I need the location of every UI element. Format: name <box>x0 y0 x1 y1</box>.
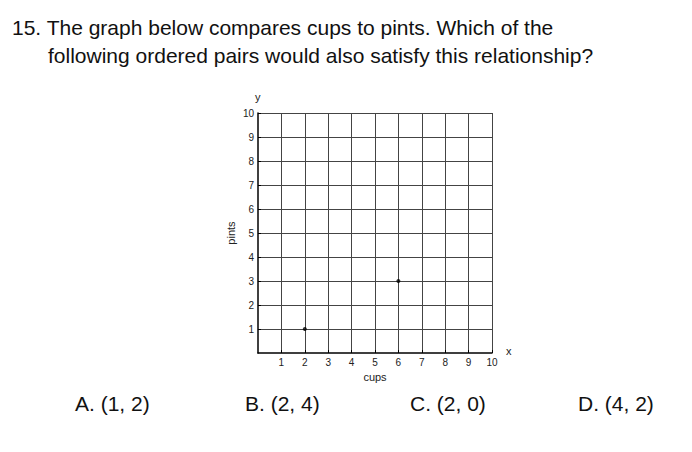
html-text:following ordered pairs would: following ordered pairs would also satis… <box>48 44 594 67</box>
svg-text:9: 9 <box>248 132 254 143</box>
svg-text:2: 2 <box>302 357 308 368</box>
svg-text:7: 7 <box>419 357 425 368</box>
svg-text:6: 6 <box>248 204 254 215</box>
svg-text:2: 2 <box>248 300 254 311</box>
svg-text:5: 5 <box>248 228 254 239</box>
svg-text:3: 3 <box>248 276 254 287</box>
svg-text:6: 6 <box>396 357 402 368</box>
html-text:B. (2, 4): B. (2, 4) <box>245 392 320 415</box>
svg-text:4: 4 <box>248 252 254 263</box>
svg-text:cups: cups <box>363 371 387 383</box>
svg-text:8: 8 <box>248 156 254 167</box>
svg-text:3: 3 <box>325 357 331 368</box>
svg-text:8: 8 <box>442 357 448 368</box>
svg-text:5: 5 <box>372 357 378 368</box>
svg-text:4: 4 <box>349 357 355 368</box>
svg-text:pints: pints <box>225 221 237 245</box>
html-text:D. (4, 2): D. (4, 2) <box>578 392 654 415</box>
svg-text:9: 9 <box>466 357 472 368</box>
svg-text:10: 10 <box>486 357 498 368</box>
svg-text:1: 1 <box>248 324 254 335</box>
svg-text:10: 10 <box>243 108 255 119</box>
html-text:15. The graph below compares c: 15. The graph below compares cups to pin… <box>12 16 554 39</box>
svg-text:7: 7 <box>248 180 254 191</box>
svg-text:y: y <box>255 91 261 103</box>
svg-text:1: 1 <box>279 357 285 368</box>
svg-text:x: x <box>506 345 512 357</box>
html-text:C. (2, 0): C. (2, 0) <box>410 392 486 415</box>
html-text:A. (1, 2): A. (1, 2) <box>75 392 150 415</box>
